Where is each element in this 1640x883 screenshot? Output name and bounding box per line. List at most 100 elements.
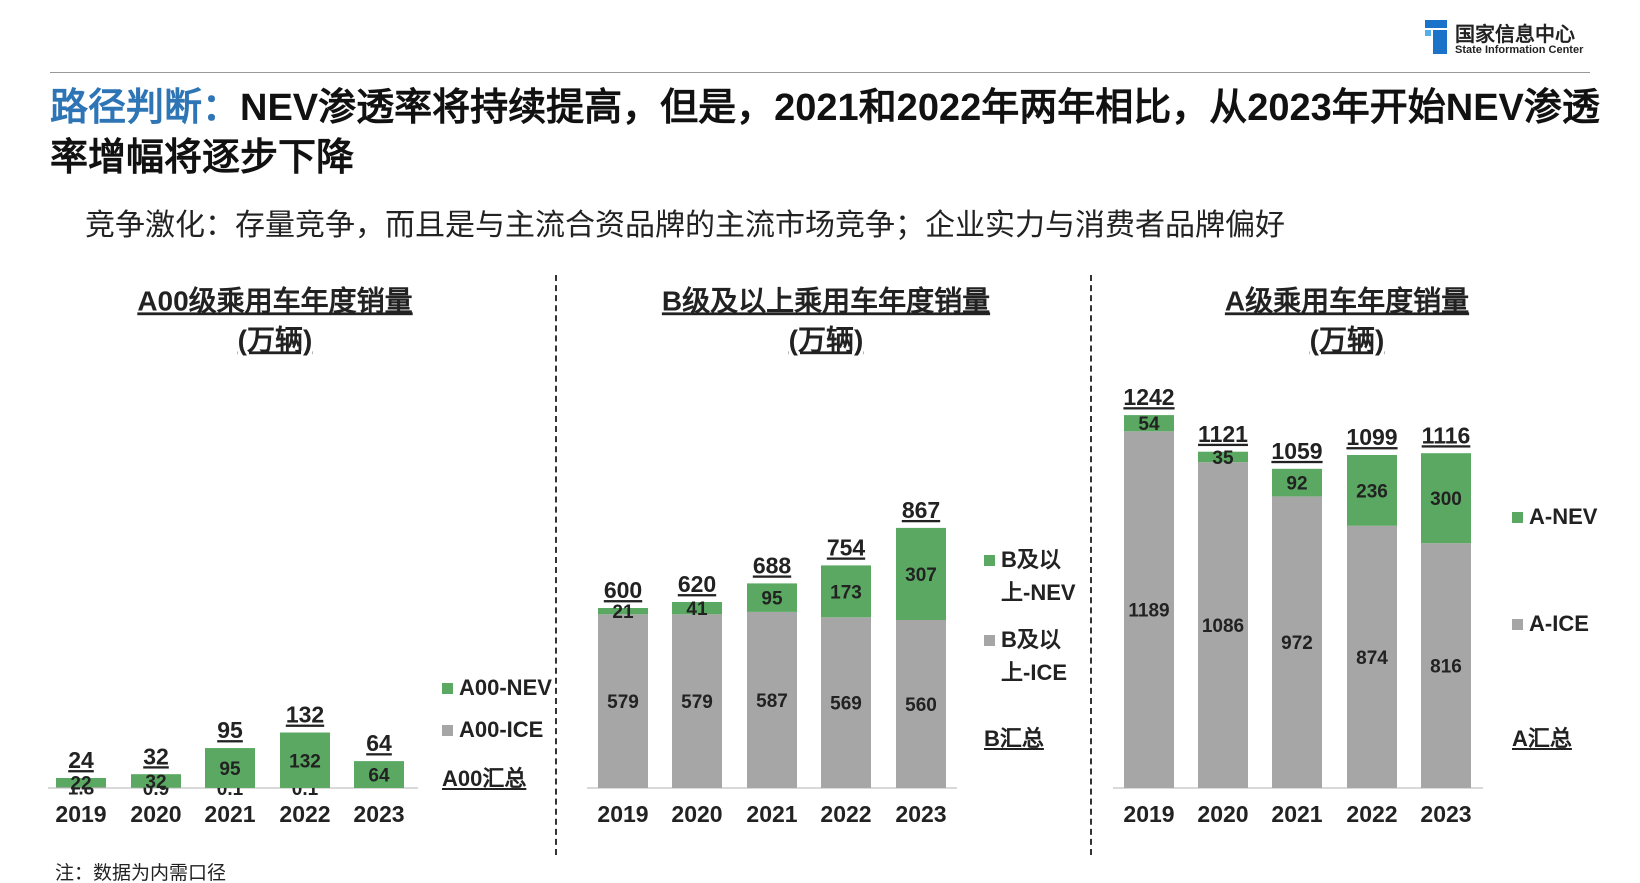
x-tick-label: 2023 bbox=[895, 801, 946, 827]
legend-total: A汇总 bbox=[1512, 726, 1572, 751]
bar-segment bbox=[280, 732, 330, 788]
value-label: 35 bbox=[1212, 448, 1234, 469]
bar-segment bbox=[131, 774, 181, 788]
bar-segment bbox=[598, 608, 648, 615]
bar-segment bbox=[747, 583, 797, 612]
value-label: 132 bbox=[289, 751, 321, 772]
legend-label: A-ICE bbox=[1529, 611, 1589, 636]
total-label: 688 bbox=[753, 552, 792, 578]
value-label: 587 bbox=[756, 691, 788, 712]
value-label: 569 bbox=[830, 694, 862, 715]
x-tick-label: 2019 bbox=[597, 801, 648, 827]
x-tick-label: 2023 bbox=[353, 801, 404, 827]
legend-swatch bbox=[1512, 512, 1523, 523]
bar-segment bbox=[1272, 496, 1322, 788]
x-tick-label: 2020 bbox=[130, 801, 181, 827]
value-label: 1189 bbox=[1128, 601, 1169, 622]
bar-segment bbox=[896, 620, 946, 788]
legend-label: A-NEV bbox=[1529, 504, 1598, 529]
legend-swatch bbox=[984, 635, 995, 646]
value-label: 307 bbox=[905, 565, 937, 586]
bar-segment bbox=[1347, 525, 1397, 788]
header-rule bbox=[50, 72, 1590, 73]
chart-unit: (万辆) bbox=[238, 324, 313, 355]
total-label: 1242 bbox=[1123, 384, 1174, 410]
total-label: 132 bbox=[286, 702, 324, 728]
total-label: 1059 bbox=[1271, 438, 1322, 464]
value-label: 64 bbox=[368, 766, 390, 787]
value-label: 32 bbox=[145, 772, 166, 793]
bar-segment bbox=[1421, 543, 1471, 788]
title: 路径判断：NEV渗透率将持续提高，但是，2021和2022年两年相比，从2023… bbox=[50, 83, 1620, 183]
chart-unit: (万辆) bbox=[789, 324, 864, 355]
bar-segment bbox=[1421, 453, 1471, 544]
value-label: 236 bbox=[1356, 481, 1388, 502]
total-label: 600 bbox=[604, 577, 642, 603]
legend-swatch bbox=[442, 725, 453, 736]
footnote: 注：数据为内需口径 bbox=[55, 863, 227, 883]
total-label: 64 bbox=[366, 730, 392, 756]
divider bbox=[555, 275, 557, 855]
legend-label: B及以上-ICE bbox=[1001, 627, 1068, 685]
value-label: 972 bbox=[1281, 633, 1313, 654]
total-label: 1121 bbox=[1198, 421, 1248, 447]
legend-label: A00-ICE bbox=[459, 717, 544, 742]
total-label: 24 bbox=[68, 747, 94, 773]
logo-icon bbox=[1425, 20, 1447, 54]
value-label: 95 bbox=[761, 589, 783, 610]
subtitle: 竞争激化：存量竞争，而且是与主流合资品牌的主流市场竞争；企业实力与消费者品牌偏好 bbox=[85, 209, 1285, 242]
legend-label: A00-NEV bbox=[459, 675, 552, 700]
x-tick-label: 2020 bbox=[671, 801, 722, 827]
value-label: 22 bbox=[70, 774, 91, 795]
chart-title: B级及以上乘用车年度销量 bbox=[662, 284, 990, 316]
bar-segment bbox=[56, 778, 106, 788]
legend-item: B及以上-ICE bbox=[984, 627, 1084, 689]
bar-segment bbox=[598, 614, 648, 788]
value-label: 560 bbox=[905, 695, 937, 716]
bar-segment bbox=[672, 602, 722, 615]
bar-segment bbox=[747, 611, 797, 788]
x-tick-label: 2019 bbox=[1123, 801, 1174, 827]
bar-segment bbox=[1347, 455, 1397, 526]
legend-total: A00汇总 bbox=[442, 766, 527, 791]
logo-cn: 国家信息中心 bbox=[1455, 24, 1575, 46]
x-tick-label: 2020 bbox=[1197, 801, 1248, 827]
divider bbox=[1090, 275, 1092, 855]
value-label: 579 bbox=[607, 692, 639, 713]
value-label: 300 bbox=[1430, 489, 1462, 510]
value-label: 173 bbox=[830, 582, 862, 603]
legend-total: B汇总 bbox=[984, 726, 1044, 751]
total-label: 32 bbox=[143, 743, 169, 769]
legend-swatch bbox=[442, 683, 453, 694]
bar-segment bbox=[354, 761, 404, 788]
total-label: 867 bbox=[902, 497, 940, 523]
chart-unit: (万辆) bbox=[1310, 324, 1385, 355]
legend-label: B及以上-NEV bbox=[1001, 547, 1076, 605]
total-label: 1099 bbox=[1346, 424, 1397, 450]
value-label: 54 bbox=[1138, 414, 1160, 435]
x-tick-label: 2022 bbox=[1346, 801, 1397, 827]
x-tick-label: 2021 bbox=[746, 801, 797, 827]
value-label: 95 bbox=[219, 759, 241, 780]
bar-segment bbox=[1124, 431, 1174, 788]
total-label: 620 bbox=[678, 571, 716, 597]
value-label: 874 bbox=[1356, 648, 1388, 669]
x-tick-label: 2021 bbox=[204, 801, 255, 827]
legend-item: A-NEV bbox=[1512, 504, 1612, 533]
legend-item: B及以上-NEV bbox=[984, 547, 1084, 609]
bar-segment bbox=[1198, 451, 1248, 463]
value-label: 21 bbox=[612, 602, 634, 623]
total-label: 754 bbox=[827, 534, 866, 560]
legend-swatch bbox=[984, 555, 995, 566]
legend-item: A-ICE bbox=[1512, 611, 1612, 640]
legend-item: A00-NEV bbox=[442, 675, 562, 704]
value-label: 816 bbox=[1430, 657, 1462, 678]
bar-segment bbox=[205, 748, 255, 788]
value-label: 41 bbox=[686, 599, 708, 620]
bar-segment bbox=[1272, 468, 1322, 497]
value-label: 92 bbox=[1286, 474, 1307, 495]
bar-segment bbox=[821, 617, 871, 788]
x-tick-label: 2023 bbox=[1420, 801, 1471, 827]
